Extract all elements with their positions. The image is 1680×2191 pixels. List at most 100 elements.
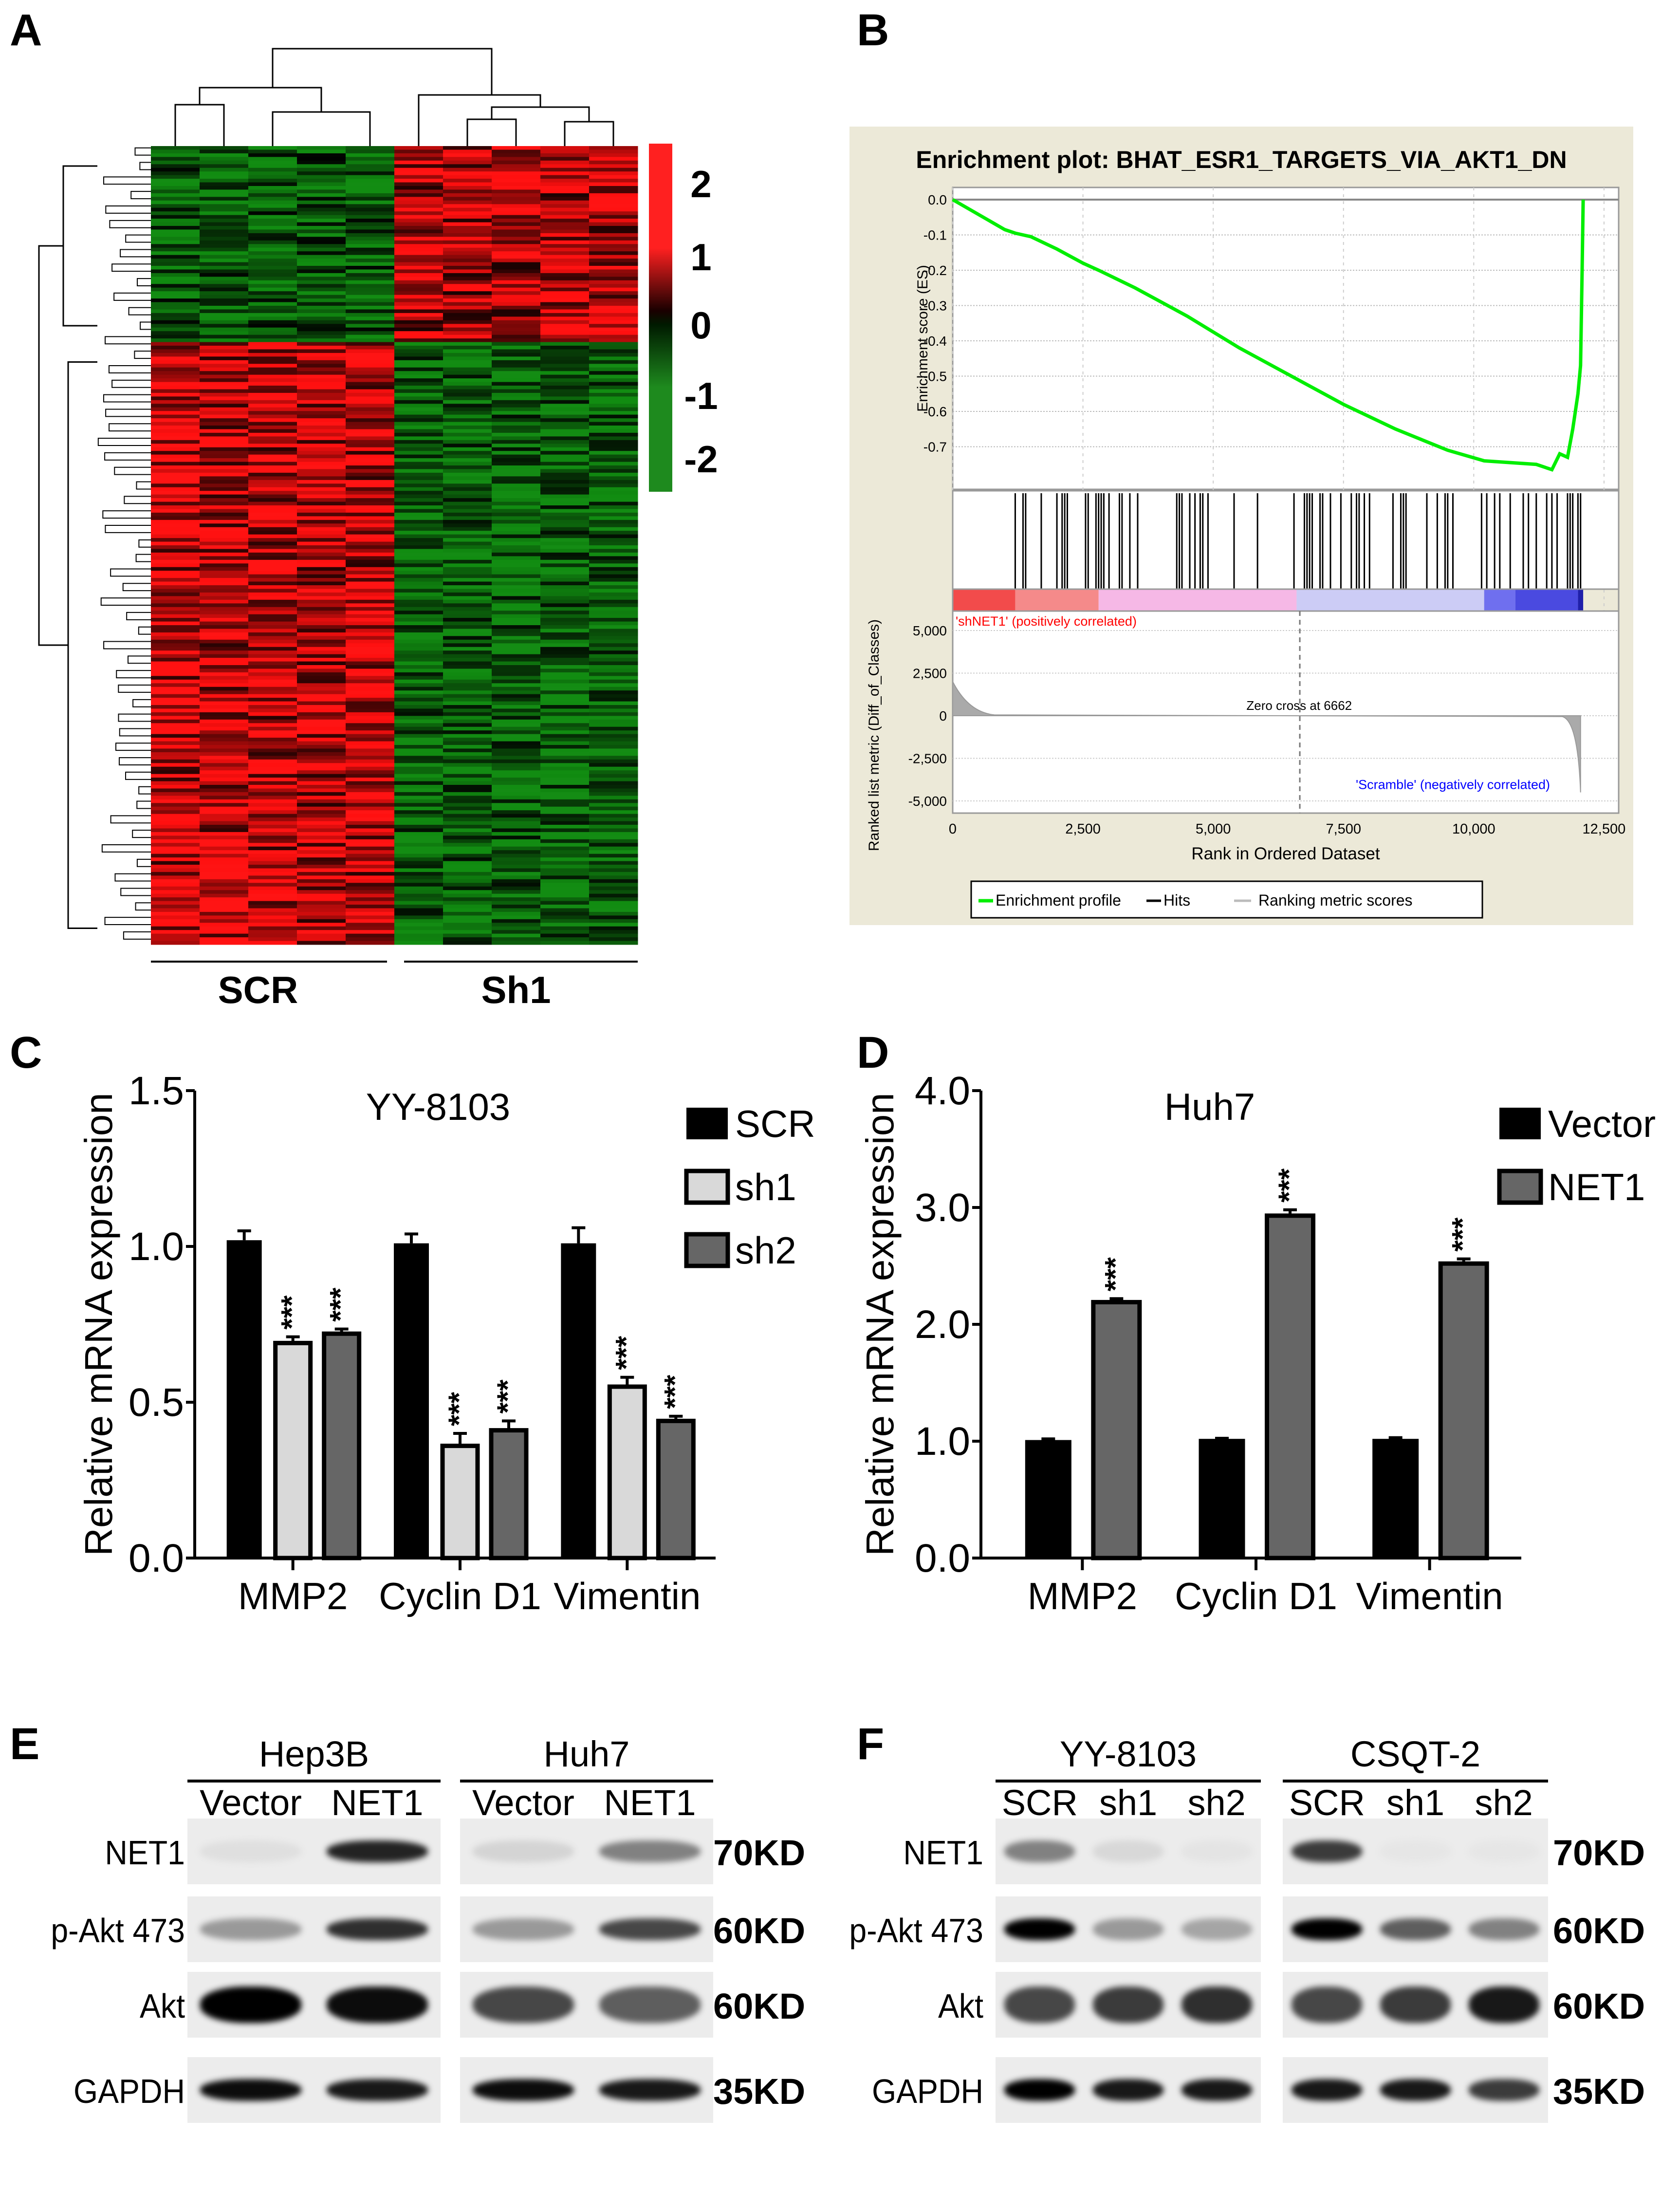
heatmap-cell [200, 854, 249, 858]
heatmap-cell [297, 868, 346, 873]
heatmap-cell [297, 643, 346, 648]
lane-label: sh1 [1386, 1783, 1445, 1823]
heatmap-cell [394, 429, 443, 433]
heatmap-cell [589, 730, 638, 735]
heatmap-cell [346, 157, 395, 161]
heatmap-cell [492, 277, 541, 281]
heatmap-cell [297, 661, 346, 666]
heatmap-cell [540, 926, 590, 930]
heatmap-cell [492, 549, 541, 553]
heatmap-cell [200, 454, 249, 459]
heatmap-cell [200, 574, 249, 578]
heatmap-cell [492, 175, 541, 179]
heatmap-cell [297, 160, 346, 165]
heatmap-cell [443, 716, 492, 720]
heatmap-cell [151, 491, 200, 495]
heatmap-cell [151, 599, 200, 604]
heatmap-cell [540, 302, 590, 306]
legend-swatch [1497, 1169, 1543, 1205]
heatmap-cell [248, 324, 297, 328]
heatmap-cell [492, 817, 541, 822]
heatmap-cell [297, 306, 346, 310]
heatmap-cell [200, 734, 249, 738]
heatmap-cell [248, 828, 297, 833]
heatmap-cell [297, 759, 346, 763]
heatmap-cell [540, 160, 590, 165]
heatmap-cell [248, 796, 297, 800]
heatmap-cell [394, 273, 443, 277]
heatmap-cell [394, 868, 443, 873]
heatmap-cell [589, 426, 638, 429]
heatmap-cell [394, 865, 443, 869]
protein-band [327, 1918, 428, 1940]
heatmap-cell [443, 480, 492, 484]
heatmap-cell [200, 738, 249, 742]
heatmap-cell [297, 440, 346, 444]
heatmap-cell [443, 378, 492, 383]
heatmap-cell [492, 160, 541, 165]
heatmap-cell [297, 512, 346, 517]
heatmap-cell [297, 451, 346, 455]
heatmap-cell [200, 752, 249, 756]
heatmap-cell [151, 654, 200, 658]
heatmap-cell [540, 708, 590, 713]
heatmap-cell [589, 367, 638, 371]
protein-band [1181, 1918, 1252, 1940]
dendrogram-branch [132, 699, 151, 707]
heatmap-cell [492, 919, 541, 923]
heatmap-cell [540, 690, 590, 695]
heatmap-cell [492, 342, 541, 346]
heatmap-cell [443, 316, 492, 321]
heatmap-cell [589, 186, 638, 190]
heatmap-cell [540, 306, 590, 310]
heatmap-cell [540, 668, 590, 673]
heatmap-cell [297, 338, 346, 343]
heatmap-cell [540, 730, 590, 735]
heatmap-cell [297, 821, 346, 825]
heatmap-cell [200, 207, 249, 212]
heatmap-cell [346, 179, 395, 183]
dendrogram-branch [111, 379, 151, 388]
heatmap-cell [540, 262, 590, 266]
heatmap-cell [443, 843, 492, 847]
heatmap-cell [443, 320, 492, 324]
heatmap-cell [540, 374, 590, 379]
bar [1025, 1440, 1071, 1558]
heatmap-cell [492, 854, 541, 858]
heatmap-cell [443, 211, 492, 216]
heatmap-cell [394, 712, 443, 716]
heatmap-cell [346, 672, 395, 676]
heatmap-cell [492, 483, 541, 488]
heatmap-cell [151, 919, 200, 923]
heatmap-cell [200, 843, 249, 847]
blot-strip [996, 1819, 1261, 1884]
heatmap-cell [394, 193, 443, 197]
heatmap-cell [248, 189, 297, 194]
significance-label: *** [1099, 1257, 1131, 1292]
heatmap-cell [443, 738, 492, 742]
heatmap-cell [394, 941, 443, 945]
heatmap-cell [200, 726, 249, 731]
heatmap-cell [589, 621, 638, 626]
heatmap-cell [443, 487, 492, 491]
heatmap-cell [346, 171, 395, 176]
heatmap-cell [443, 668, 492, 673]
heatmap-cell [297, 149, 346, 154]
heatmap-cell [589, 741, 638, 745]
heatmap-cell [443, 309, 492, 314]
heatmap-cell [589, 396, 638, 401]
heatmap-cell [200, 708, 249, 713]
heatmap-cell [394, 356, 443, 361]
heatmap-cell [346, 334, 395, 339]
heatmap-cell [200, 146, 249, 150]
heatmap-cell [443, 153, 492, 157]
heatmap-cell [248, 618, 297, 622]
heatmap-cell [589, 404, 638, 408]
heatmap-cell [297, 226, 346, 230]
heatmap-cell [492, 324, 541, 328]
heatmap-cell [394, 171, 443, 176]
heatmap-cell [492, 392, 541, 397]
heatmap-cell [443, 926, 492, 930]
heatmap-cell [151, 407, 200, 411]
heatmap-cell [443, 229, 492, 234]
